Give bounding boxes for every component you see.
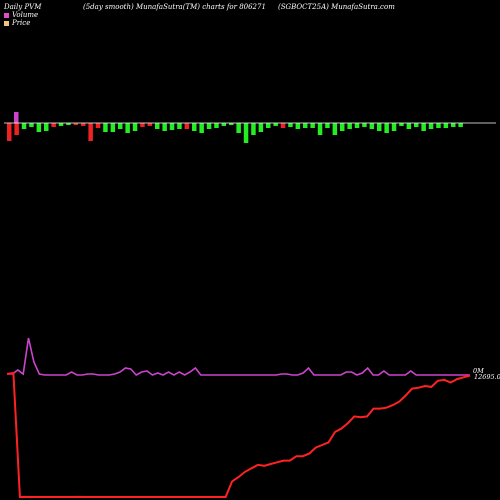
volume-bar [206, 123, 212, 129]
volume-bar [103, 123, 108, 132]
volume-bar [140, 123, 145, 127]
price-line [6, 371, 471, 499]
volume-bar [51, 123, 56, 127]
volume-bar [44, 123, 49, 131]
volume-bar [110, 123, 116, 132]
volume-bar [95, 123, 101, 128]
volume-bar [251, 123, 256, 135]
volume-bar [73, 123, 79, 125]
volume-bar [192, 123, 197, 131]
volume-bar [214, 123, 219, 128]
volume-bar [347, 123, 352, 129]
volume-line [7, 337, 470, 377]
volume-bar [21, 123, 27, 129]
volume-bar [458, 123, 463, 127]
volume-line-tag: 0M [473, 367, 484, 375]
chart-header-middle: (5day smooth) MunafaSutra(TM) charts for… [83, 3, 266, 11]
volume-bar [310, 123, 315, 128]
volume-bar [325, 123, 330, 128]
volume-bar [169, 123, 175, 130]
volume-bar [288, 123, 293, 127]
volume-bar [58, 123, 64, 126]
volume-bar [295, 123, 301, 129]
volume-bar [236, 123, 241, 133]
volume-bar [443, 123, 449, 128]
volume-bar [7, 123, 12, 141]
volume-bar [280, 123, 286, 128]
legend-volume: Volume [4, 11, 38, 19]
price-tag: 12695.00 [474, 373, 500, 381]
volume-bar [221, 123, 227, 126]
volume-bar [451, 123, 456, 127]
chart-header-left: Daily PVM [4, 3, 42, 11]
volume-bar [88, 123, 93, 141]
volume-marker [14, 112, 19, 123]
volume-bar [406, 123, 412, 129]
volume-bar [317, 123, 323, 135]
volume-bars [7, 112, 463, 143]
chart-header-right: (SGBOCT25A) MunafaSutra.com [278, 3, 395, 11]
legend-volume-swatch [4, 12, 9, 18]
volume-bar [421, 123, 426, 131]
volume-bar [29, 123, 34, 127]
volume-bar [332, 123, 338, 135]
volume-bar [66, 123, 71, 125]
volume-bar [377, 123, 382, 131]
volume-bar [81, 123, 86, 126]
volume-bar [14, 123, 19, 135]
volume-bar [177, 123, 182, 129]
volume-bar [118, 123, 123, 129]
volume-bar [147, 123, 153, 126]
legend-volume-label: Volume [12, 11, 39, 19]
volume-bar [369, 123, 375, 129]
legend-price-label: Price [12, 19, 31, 27]
volume-bar [125, 123, 130, 133]
volume-bar [340, 123, 345, 131]
volume-bar [414, 123, 419, 127]
volume-bar [155, 123, 160, 129]
volume-bar [428, 123, 434, 129]
volume-bar [199, 123, 204, 133]
volume-bar [362, 123, 367, 127]
legend-price: Price [4, 19, 30, 27]
volume-bar [162, 123, 167, 131]
legend-price-swatch [4, 20, 9, 26]
volume-bar [266, 123, 271, 128]
volume-bar [354, 123, 360, 128]
volume-bar [391, 123, 397, 131]
volume-bar [399, 123, 404, 126]
volume-bar [384, 123, 389, 133]
volume-bar [303, 123, 308, 128]
volume-bar [36, 123, 42, 132]
volume-bar [273, 123, 278, 126]
volume-bar [258, 123, 264, 132]
volume-bar [184, 123, 190, 129]
volume-bar [243, 123, 249, 143]
volume-bar [229, 123, 234, 125]
volume-bar [436, 123, 441, 128]
volume-bar [132, 123, 138, 131]
